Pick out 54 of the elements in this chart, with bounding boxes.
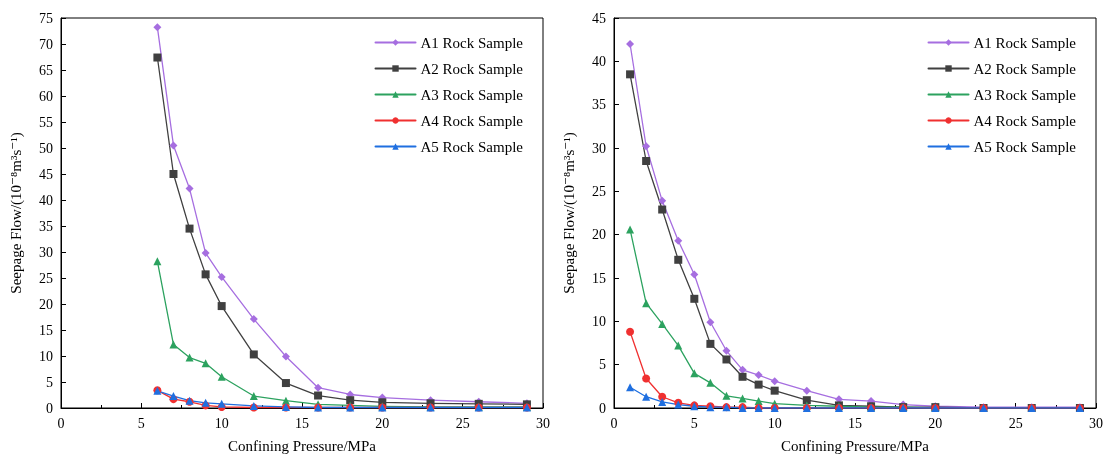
y-tick-label: 5 [599, 357, 606, 373]
y-tick-label: 15 [39, 322, 53, 338]
y-axis-title: Seepage Flow/(10⁻⁸m³s⁻¹) [7, 132, 25, 294]
y-tick-label: 35 [592, 97, 606, 113]
legend-label: A4 Rock Sample [973, 112, 1077, 129]
legend-label: A2 Rock Sample [420, 60, 524, 77]
x-tick-label: 15 [848, 415, 862, 431]
y-tick-label: 30 [39, 244, 53, 260]
legend-label: A3 Rock Sample [973, 86, 1077, 103]
y-tick-label: 25 [39, 270, 53, 286]
x-tick-label: 20 [375, 415, 390, 431]
y-tick-label: 25 [592, 183, 606, 199]
y-axis-title: Seepage Flow/(10⁻⁸m³s⁻¹) [560, 132, 578, 294]
y-tick-label: 40 [39, 192, 53, 208]
legend-label: A4 Rock Sample [420, 112, 524, 129]
y-tick-label: 0 [46, 400, 53, 416]
legend-label: A5 Rock Sample [973, 138, 1077, 155]
y-tick-label: 10 [39, 348, 53, 364]
y-tick-label: 20 [39, 296, 53, 312]
legend-label: A1 Rock Sample [973, 34, 1077, 51]
x-tick-label: 25 [1008, 415, 1023, 431]
x-tick-label: 0 [610, 415, 618, 431]
x-tick-label: 25 [455, 415, 470, 431]
y-tick-label: 20 [592, 227, 606, 243]
x-tick-label: 0 [57, 415, 65, 431]
x-tick-label: 5 [137, 415, 145, 431]
y-tick-label: 50 [39, 140, 53, 156]
y-tick-label: 10 [592, 313, 606, 329]
y-tick-label: 55 [39, 114, 53, 130]
y-tick-label: 0 [599, 400, 606, 416]
y-tick-label: 60 [39, 88, 53, 104]
x-axis-title: Confining Pressure/MPa [228, 437, 377, 454]
y-tick-label: 15 [592, 270, 606, 286]
x-tick-label: 15 [295, 415, 309, 431]
y-tick-label: 70 [39, 36, 53, 52]
legend-label: A5 Rock Sample [420, 138, 524, 155]
x-tick-label: 10 [767, 415, 782, 431]
y-tick-label: 5 [46, 374, 53, 390]
x-tick-label: 10 [214, 415, 229, 431]
y-tick-label: 65 [39, 62, 53, 78]
y-tick-label: 45 [592, 10, 606, 26]
y-tick-label: 35 [39, 218, 53, 234]
legend-label: A2 Rock Sample [973, 60, 1077, 77]
y-tick-label: 30 [592, 140, 606, 156]
x-tick-label: 20 [928, 415, 943, 431]
x-tick-label: 30 [536, 415, 550, 431]
x-tick-label: 30 [1089, 415, 1103, 431]
y-tick-label: 40 [592, 53, 606, 69]
legend-label: A1 Rock Sample [420, 34, 524, 51]
x-axis-title: Confining Pressure/MPa [781, 437, 930, 454]
y-tick-label: 75 [39, 10, 53, 26]
x-tick-label: 5 [690, 415, 698, 431]
legend-label: A3 Rock Sample [420, 86, 524, 103]
y-tick-label: 45 [39, 166, 53, 182]
